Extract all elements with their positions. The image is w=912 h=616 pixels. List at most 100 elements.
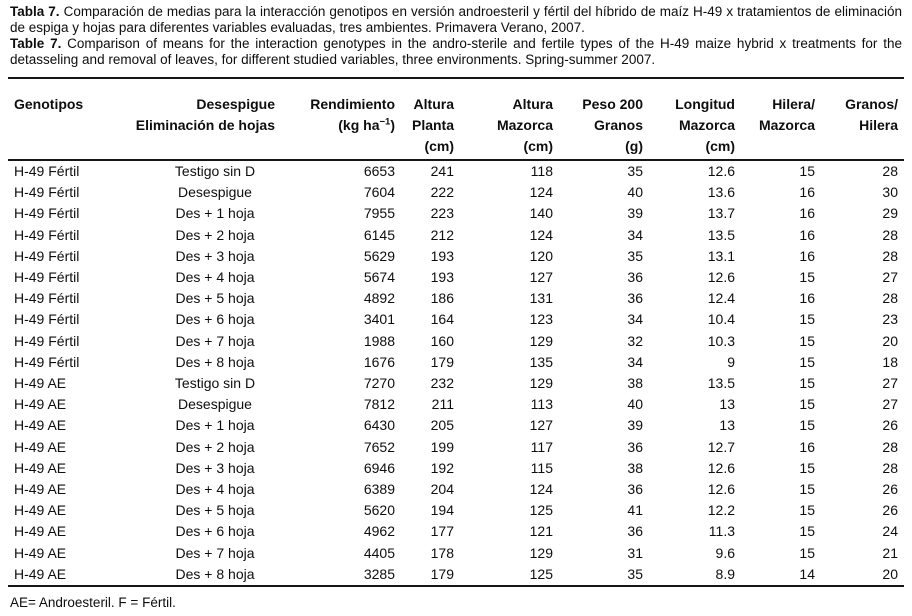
cell-ear-length: 12.6 [707, 269, 735, 286]
cell-grains-per-row: 21 [882, 544, 898, 561]
cell-ear-height: 121 [529, 523, 553, 540]
cell-yield: 5629 [363, 247, 395, 264]
cell-grain-weight: 35 [627, 163, 643, 179]
cell-genotype: H-49 AE [14, 438, 67, 455]
cell-ear-length: 12.4 [707, 290, 735, 307]
cell-genotype: H-49 AE [14, 565, 67, 582]
cell-grain-weight: 40 [627, 184, 643, 201]
cell-ear-length: 12.2 [707, 502, 735, 519]
cell-grains-per-row: 28 [882, 459, 898, 476]
header-line: Mazorca [758, 117, 815, 133]
caption-english-label: Table 7. [10, 36, 62, 51]
cell-ear-height: 124 [529, 226, 553, 243]
cell-genotype: H-49 Fértil [14, 226, 80, 243]
cell-plant-height: 212 [430, 226, 454, 243]
header-line: Peso 200 [582, 96, 643, 112]
results-table: Genotipos Desespigue Eliminación de hoja… [8, 77, 904, 588]
cell-treatment: Des + 7 hoja [175, 544, 255, 561]
table-header-row: Genotipos Desespigue Eliminación de hoja… [8, 78, 904, 161]
cell-grain-weight: 41 [627, 502, 643, 519]
col-header-rendimiento: Rendimiento (kg ha−1) [300, 78, 397, 161]
cell-ear-height: 117 [530, 438, 553, 455]
cell-ear-height: 127 [529, 417, 553, 434]
caption-english: Table 7. Comparison of means for the int… [8, 36, 904, 68]
cell-ear-height: 120 [529, 247, 553, 264]
cell-genotype: H-49 AE [14, 481, 67, 498]
header-line: Eliminación de hojas [135, 117, 275, 133]
cell-ear-length: 9.6 [715, 544, 735, 561]
cell-yield: 6145 [363, 226, 395, 243]
cell-ear-length: 13.7 [707, 205, 735, 222]
cell-grains-per-row: 28 [882, 226, 898, 243]
cell-treatment: Des + 3 hoja [175, 247, 255, 264]
cell-grains-per-row: 23 [882, 311, 898, 328]
header-line: Longitud [675, 96, 735, 112]
cell-genotype: H-49 Fértil [14, 205, 80, 222]
cell-yield: 4962 [363, 523, 395, 540]
cell-rows-per-ear: 16 [799, 205, 815, 222]
cell-grains-per-row: 28 [882, 290, 898, 307]
table-row: H-49 Fértil Des + 4 hoja 5674 193 127 36… [8, 267, 904, 288]
table-row: H-49 AE Des + 2 hoja 7652 199 117 36 12.… [8, 437, 904, 458]
table-row: H-49 Fértil Des + 5 hoja 4892 186 131 36… [8, 288, 904, 309]
cell-rows-per-ear: 15 [799, 417, 815, 434]
unit-suffix: ) [390, 117, 395, 133]
cell-treatment: Des + 7 hoja [175, 332, 255, 349]
cell-grains-per-row: 18 [882, 353, 898, 370]
header-line: Hilera [859, 117, 898, 133]
cell-rows-per-ear: 16 [799, 247, 815, 264]
cell-ear-length: 9 [727, 353, 735, 370]
header-line: Planta [411, 117, 454, 133]
header-line: (g) [625, 138, 643, 154]
header-line-unit: (kg ha−1) [302, 115, 395, 136]
cell-plant-height: 232 [430, 375, 454, 392]
header-line: Altura [413, 96, 454, 112]
cell-grains-per-row: 28 [882, 438, 898, 455]
cell-rows-per-ear: 16 [799, 438, 815, 455]
cell-ear-length: 10.3 [707, 332, 735, 349]
cell-treatment: Des + 6 hoja [175, 523, 255, 540]
col-header-hilera-mazorca: Hilera/ Mazorca [737, 78, 817, 161]
cell-rows-per-ear: 15 [799, 396, 815, 413]
cell-ear-length: 12.6 [707, 481, 735, 498]
cell-ear-length: 10.4 [707, 311, 735, 328]
col-header-granos-hilera: Granos/ Hilera [817, 78, 904, 161]
cell-plant-height: 178 [430, 544, 454, 561]
cell-ear-length: 8.9 [715, 565, 735, 582]
cell-grain-weight: 40 [627, 396, 643, 413]
cell-plant-height: 204 [430, 481, 454, 498]
cell-treatment: Testigo sin D [174, 375, 256, 392]
cell-yield: 5620 [363, 502, 395, 519]
cell-plant-height: 160 [430, 332, 454, 349]
cell-yield: 6430 [363, 417, 395, 434]
table-row: H-49 AE Des + 6 hoja 4962 177 121 36 11.… [8, 521, 904, 542]
cell-rows-per-ear: 15 [799, 311, 815, 328]
cell-rows-per-ear: 15 [799, 332, 815, 349]
table-row: H-49 Fértil Des + 1 hoja 7955 223 140 39… [8, 203, 904, 224]
cell-yield: 7604 [363, 184, 395, 201]
cell-genotype: H-49 Fértil [14, 353, 80, 370]
cell-ear-height: 115 [530, 459, 553, 476]
cell-genotype: H-49 Fértil [14, 290, 80, 307]
cell-yield: 6653 [363, 163, 395, 179]
cell-grain-weight: 35 [627, 247, 643, 264]
cell-ear-height: 135 [529, 353, 553, 370]
cell-grain-weight: 39 [627, 205, 643, 222]
cell-ear-length: 12.7 [707, 438, 735, 455]
caption-spanish: Tabla 7. Comparación de medias para la i… [8, 4, 904, 36]
cell-treatment: Desespigue [178, 396, 252, 413]
table-row: H-49 Fértil Des + 3 hoja 5629 193 120 35… [8, 246, 904, 267]
header-line: Desespigue [196, 96, 275, 112]
cell-treatment: Des + 3 hoja [175, 459, 255, 476]
cell-plant-height: 179 [430, 353, 454, 370]
header-line: (cm) [523, 138, 553, 154]
cell-plant-height: 164 [430, 311, 454, 328]
cell-ear-height: 118 [530, 163, 553, 179]
cell-plant-height: 205 [430, 417, 454, 434]
cell-rows-per-ear: 15 [799, 502, 815, 519]
cell-grain-weight: 39 [627, 417, 643, 434]
cell-genotype: H-49 Fértil [14, 332, 80, 349]
header-line: Mazorca [496, 117, 553, 133]
table-row: H-49 AE Testigo sin D 7270 232 129 38 13… [8, 373, 904, 394]
cell-grains-per-row: 26 [882, 481, 898, 498]
